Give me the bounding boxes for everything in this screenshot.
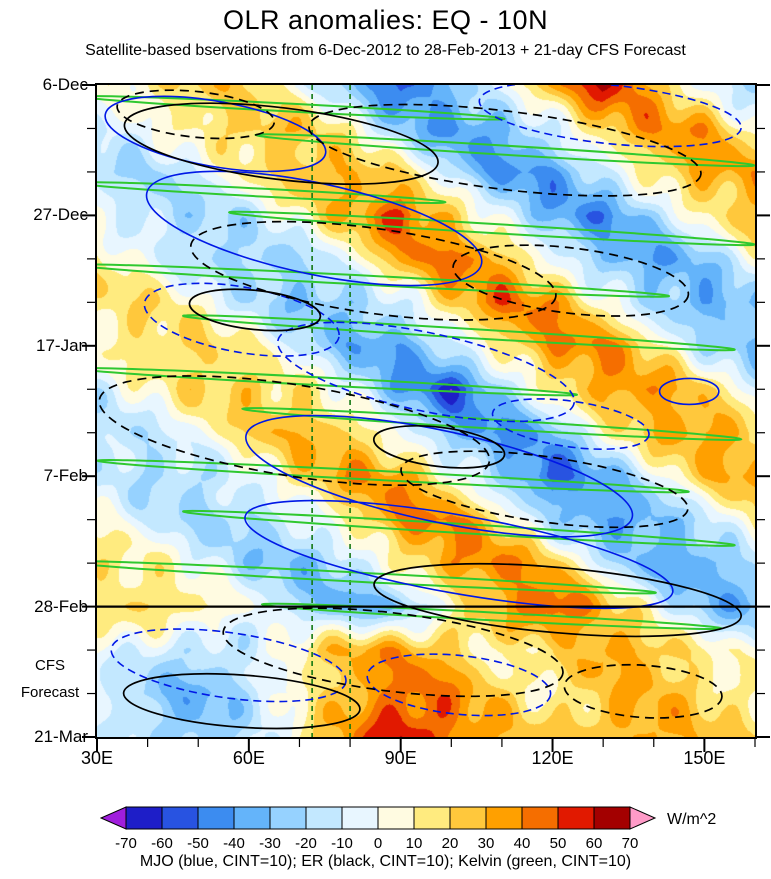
mjo-contour bbox=[491, 398, 650, 450]
colorbar-segment bbox=[449, 806, 487, 830]
colorbar-segment bbox=[125, 806, 163, 830]
colorbar-tick-label: -30 bbox=[259, 835, 281, 852]
colorbar-segment bbox=[377, 806, 415, 830]
y-tick-label: 28-Feb bbox=[34, 596, 88, 616]
colorbar-tick-label: 70 bbox=[621, 835, 639, 852]
colorbar-tick-label: 10 bbox=[405, 835, 423, 852]
x-tick-label: 30E bbox=[80, 748, 114, 768]
kelvin-contour bbox=[97, 459, 690, 494]
chart-title: OLR anomalies: EQ - 10N bbox=[222, 5, 549, 35]
mjo-contour bbox=[366, 653, 552, 717]
colorbar-segment bbox=[341, 806, 379, 830]
er-contour bbox=[452, 244, 690, 317]
plot-area bbox=[95, 83, 757, 739]
colorbar-segment bbox=[413, 806, 451, 830]
colorbar-segment bbox=[485, 806, 523, 830]
cfs-label-line2: Forecast bbox=[20, 684, 80, 701]
er-contour bbox=[98, 375, 491, 487]
mjo-contour bbox=[143, 282, 340, 357]
x-tick-label: 60E bbox=[232, 748, 265, 768]
kelvin-contour bbox=[182, 509, 736, 547]
er-contour bbox=[400, 450, 689, 529]
y-tick-label: 17-Jan bbox=[36, 335, 88, 355]
cfs-forecast-label: CFS Forecast bbox=[8, 652, 92, 706]
y-tick-label: 7-Feb bbox=[43, 466, 88, 486]
er-contour bbox=[373, 563, 743, 638]
colorbar-segment bbox=[269, 806, 307, 830]
mjo-contour bbox=[244, 499, 674, 610]
kelvin-contour bbox=[97, 367, 578, 397]
mjo-contour bbox=[145, 170, 483, 287]
kelvin-contour bbox=[241, 407, 743, 441]
mjo-contour bbox=[658, 377, 720, 406]
kelvin-contour bbox=[182, 314, 736, 352]
colorbar-tick-label: 0 bbox=[373, 835, 383, 852]
colorbar-tick-label: 60 bbox=[585, 835, 603, 852]
kelvin-contour bbox=[97, 181, 447, 204]
er-contour bbox=[122, 672, 361, 730]
colorbar-tick-label: -40 bbox=[223, 835, 245, 852]
y-tick-label: 27-Dec bbox=[33, 205, 88, 225]
kelvin-contour bbox=[228, 210, 755, 247]
colorbar bbox=[100, 806, 657, 830]
mjo-contour bbox=[478, 85, 742, 148]
colorbar-segment bbox=[161, 806, 199, 830]
x-tick-label: 120E bbox=[531, 748, 574, 768]
colorbar-segment bbox=[557, 806, 595, 830]
colorbar-segment bbox=[593, 806, 631, 830]
er-contour bbox=[308, 103, 702, 197]
mjo-contour bbox=[276, 321, 576, 423]
mjo-contour bbox=[104, 95, 327, 173]
colorbar-tick-label: 30 bbox=[477, 835, 495, 852]
colorbar-tick-label: -50 bbox=[187, 835, 209, 852]
er-contour bbox=[116, 89, 276, 140]
er-contour bbox=[123, 102, 439, 185]
er-contour bbox=[188, 288, 322, 332]
chart-subtitle: Satellite-based bservations from 6-Dec-2… bbox=[85, 42, 686, 59]
y-tick-label: 6-Dec bbox=[42, 75, 88, 94]
colorbar-tick-label: -70 bbox=[115, 835, 137, 852]
contour-overlay bbox=[97, 85, 755, 737]
colorbar-tick-label: -10 bbox=[331, 835, 353, 852]
legend-caption: MJO (blue, CINT=10); ER (black, CINT=10)… bbox=[139, 853, 632, 870]
colorbar-tick-label: -60 bbox=[151, 835, 173, 852]
colorbar-tick-label: 20 bbox=[441, 835, 459, 852]
colorbar-right-arrow bbox=[629, 806, 657, 830]
er-contour bbox=[563, 663, 723, 719]
cfs-label-line1: CFS bbox=[35, 657, 65, 674]
colorbar-segment bbox=[305, 806, 343, 830]
colorbar-segment bbox=[233, 806, 271, 830]
mjo-contour bbox=[110, 628, 347, 703]
colorbar-segment bbox=[521, 806, 559, 830]
kelvin-contour bbox=[97, 95, 506, 121]
er-contour bbox=[189, 220, 557, 321]
colorbar-tick-label: 50 bbox=[549, 835, 567, 852]
y-tick-label: 21-Mar bbox=[34, 727, 88, 746]
kelvin-contour bbox=[97, 263, 671, 298]
er-contour bbox=[372, 425, 506, 469]
x-tick-label: 90E bbox=[384, 748, 417, 768]
colorbar-unit-label: W/m^2 bbox=[667, 811, 717, 828]
kelvin-contour bbox=[254, 133, 755, 168]
x-tick-label: 150E bbox=[683, 748, 726, 768]
colorbar-tick-label: -20 bbox=[295, 835, 317, 852]
er-contour bbox=[222, 607, 564, 698]
colorbar-left-arrow bbox=[100, 806, 127, 830]
colorbar-segment bbox=[197, 806, 235, 830]
mjo-contour bbox=[245, 414, 634, 538]
colorbar-tick-label: 40 bbox=[513, 835, 531, 852]
